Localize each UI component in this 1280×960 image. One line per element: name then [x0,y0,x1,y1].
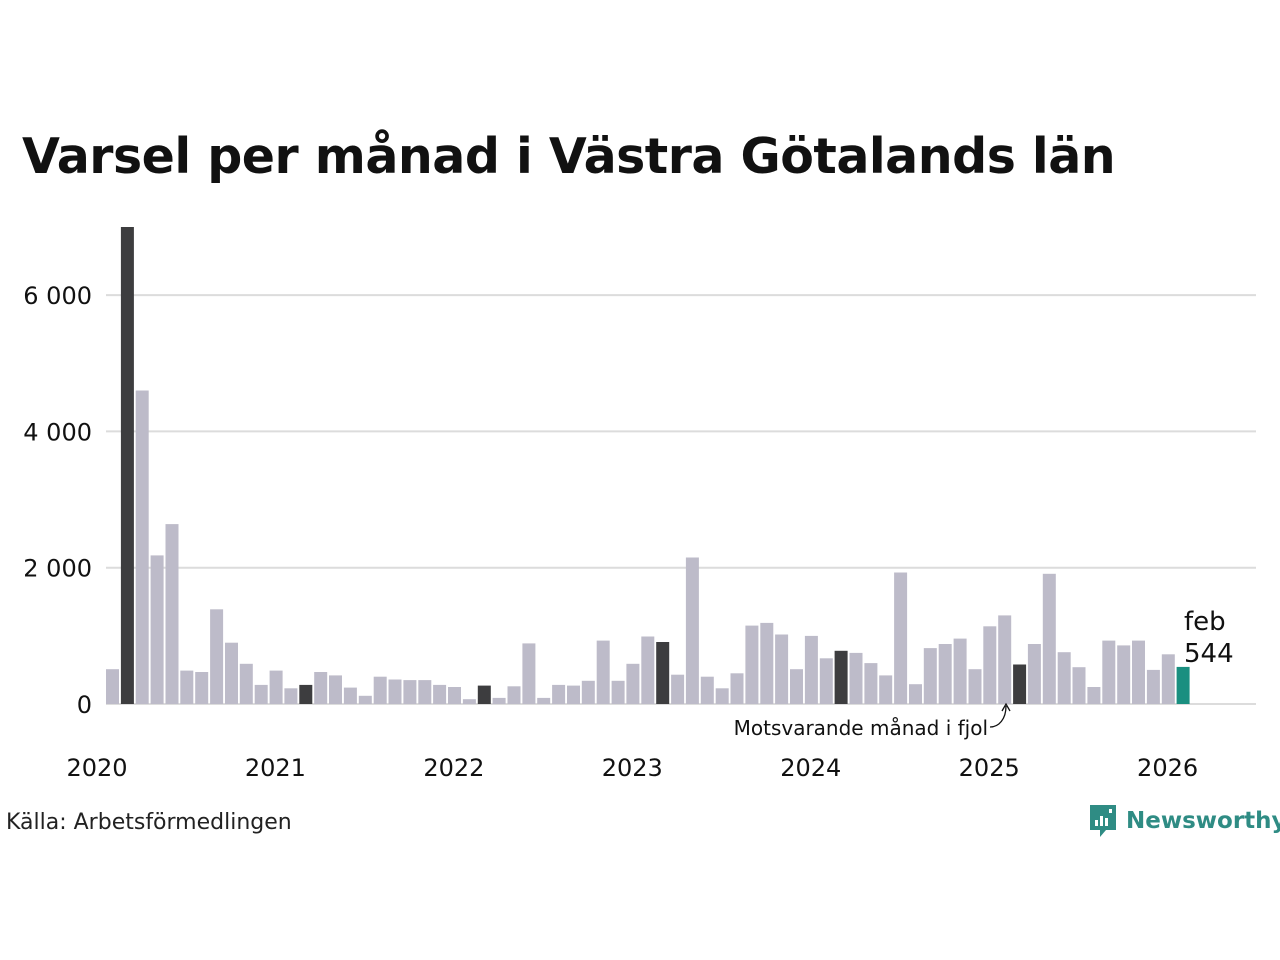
bar-same-month-previous-year [1013,664,1027,704]
bar [269,670,283,704]
bar [239,663,253,704]
bar [1132,640,1145,704]
bar [210,609,224,704]
bar [388,679,402,704]
bar [864,663,878,704]
x-tick-label: 2022 [423,754,484,782]
bar [626,663,640,704]
x-tick-label: 2025 [959,754,1020,782]
bar [819,658,833,704]
bar [329,675,342,704]
bar [567,685,580,704]
bar [998,615,1012,704]
bar [433,684,447,704]
bar [1146,669,1160,704]
bar [879,675,893,704]
bar [254,684,268,704]
bar [923,648,937,704]
bar [849,652,863,704]
bar [760,622,774,704]
grid-lines [106,294,1256,705]
bar [671,674,685,704]
y-tick-label: 6 000 [23,282,92,310]
bar [225,642,238,704]
bar [343,687,357,704]
bar [1042,573,1056,704]
x-tick-label: 2024 [780,754,841,782]
newsworthy-logo-icon [1090,805,1116,837]
bar [1117,645,1131,704]
bar [596,640,610,704]
bar [358,695,372,704]
bar-same-month-previous-year [120,227,134,704]
annotation-arrowhead [1001,702,1011,712]
bar [775,634,789,704]
bar [953,638,967,704]
brand-name: Newsworthy [1126,808,1280,834]
current-value-label: 544 [1184,639,1234,669]
source-note: Källa: Arbetsförmedlingen [6,810,292,835]
bar [1102,640,1116,704]
bar [641,636,655,704]
bar [1087,687,1101,704]
bar [492,697,506,704]
bar-same-month-previous-year [656,642,670,704]
bar [403,680,417,704]
bar [537,697,551,704]
bar [611,680,625,704]
bar [968,669,982,704]
x-tick-label: 2023 [602,754,663,782]
annotations: Motsvarande månad i fjol feb 544 [734,607,1234,740]
bar [804,635,818,704]
bar [1027,644,1041,704]
bar [507,686,521,704]
bar-same-month-previous-year [477,685,491,704]
bar [165,524,179,704]
bar [195,672,209,704]
bar [462,699,476,704]
bar [180,670,194,704]
bar [909,684,922,704]
bar [685,557,699,704]
bar [1057,652,1071,704]
x-tick-label: 2020 [66,754,127,782]
bar [150,555,164,704]
bar [581,680,595,704]
bar [894,572,908,704]
y-tick-label: 4 000 [23,418,92,446]
bar [552,684,566,704]
bars [106,227,1190,704]
newsworthy-logo[interactable]: Newsworthy [1088,803,1280,839]
bar [983,626,997,704]
bar [700,676,714,704]
axes: 0 2 000 4 000 6 000 2020 2021 2022 2023 2024 2025… [23,282,1198,782]
bar [745,625,759,704]
bar [373,676,387,704]
bar [730,673,744,704]
bar [135,390,149,704]
bar [448,687,461,704]
chart-title: Varsel per månad i Västra Götalands län [22,128,1116,185]
y-tick-label: 0 [77,691,92,719]
bar [284,688,298,704]
x-tick-label: 2026 [1137,754,1198,782]
bar [715,688,729,704]
x-tick-label: 2021 [245,754,306,782]
bar-current-month [1176,666,1190,704]
bar-same-month-previous-year [834,650,848,704]
bar [1072,667,1086,704]
current-month-label: feb [1184,607,1226,637]
annotation-arrow-line [989,705,1007,728]
bar [106,669,119,704]
bar-same-month-previous-year [299,684,313,704]
bar [522,643,536,704]
y-tick-label: 2 000 [23,555,92,583]
bar [314,672,328,704]
bar [790,669,803,704]
year-ago-annotation: Motsvarande månad i fjol [734,716,988,740]
bar [418,680,432,704]
bar [1161,654,1175,704]
bar [938,644,952,704]
